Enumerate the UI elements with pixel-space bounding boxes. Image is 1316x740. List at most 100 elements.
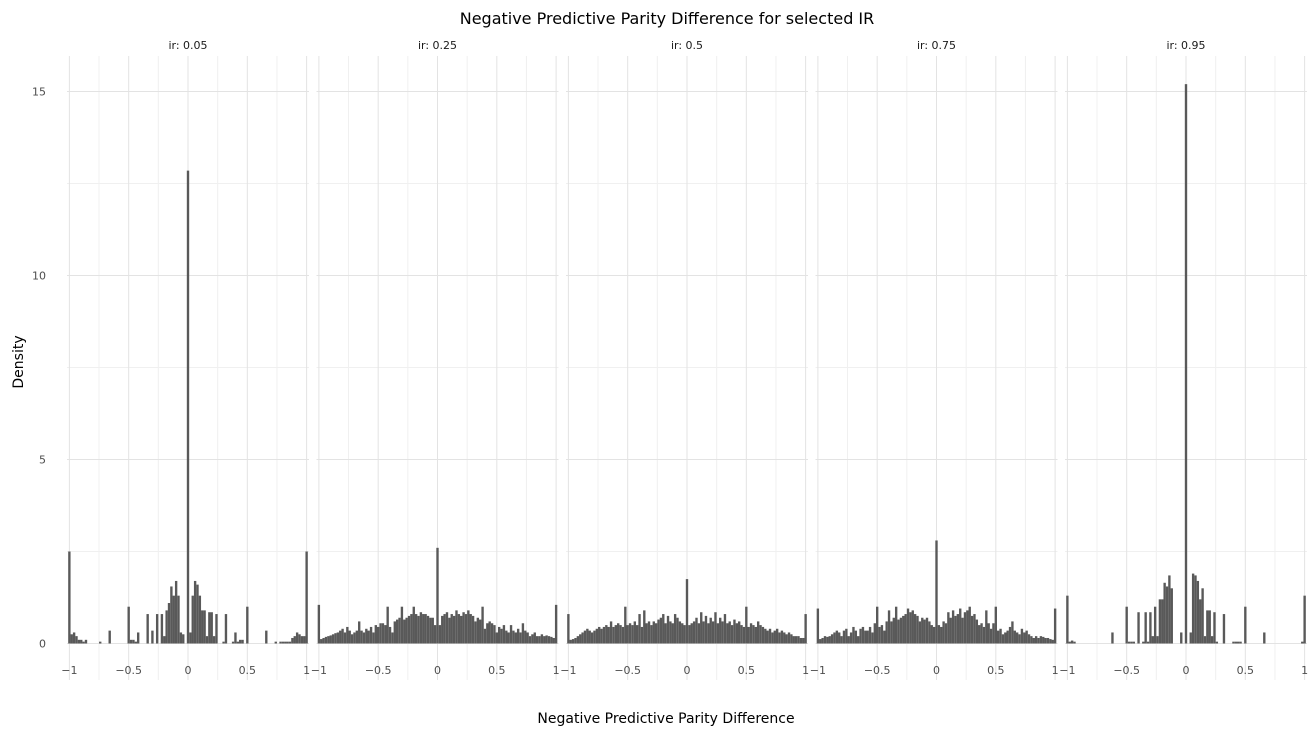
histogram-bar	[165, 610, 168, 644]
y-tick-label: 10	[32, 270, 46, 283]
x-tick-label: 0.5	[738, 664, 756, 677]
histogram-bar	[935, 540, 938, 644]
histogram-bar	[498, 626, 501, 644]
histogram-bar	[334, 633, 337, 644]
histogram-bar	[764, 628, 767, 644]
histogram-bar	[1132, 641, 1135, 644]
histogram-bar	[719, 617, 722, 644]
histogram-bar	[1156, 636, 1159, 644]
x-tick-label: 1	[553, 664, 560, 677]
histogram-bar	[985, 610, 988, 644]
histogram-bar	[643, 610, 646, 644]
histogram-bar	[857, 636, 860, 644]
histogram-bar	[624, 606, 627, 644]
histogram-bar	[293, 636, 296, 644]
x-tick-label: 1	[1301, 664, 1308, 677]
histogram-bar	[1146, 641, 1150, 644]
histogram-bar	[514, 632, 517, 644]
histogram-bar	[386, 606, 389, 644]
x-tick-label: 1	[1052, 664, 1059, 677]
histogram-bar	[1234, 641, 1238, 644]
histogram-bar	[947, 612, 950, 644]
histogram-bar	[768, 628, 772, 644]
histogram-bar	[923, 619, 926, 644]
x-tick-label: 0.5	[239, 664, 257, 677]
histogram-bar	[579, 634, 582, 644]
histogram-bar	[847, 636, 850, 644]
histogram-bar	[1032, 637, 1035, 644]
histogram-bar	[1208, 610, 1211, 644]
histogram-bar	[320, 639, 323, 644]
histogram-bar	[866, 630, 869, 644]
histogram-bar	[174, 580, 178, 644]
histogram-bar	[1001, 634, 1005, 644]
histogram-bar	[1018, 634, 1021, 644]
histogram-bar	[303, 636, 306, 644]
histogram-bar	[436, 547, 439, 644]
histogram-bar	[77, 639, 81, 644]
histogram-bar	[1303, 595, 1306, 644]
histogram-bar	[410, 614, 413, 644]
histogram-bar	[407, 615, 411, 644]
x-tick-label: −0.5	[1113, 664, 1140, 677]
histogram-bar	[928, 621, 931, 644]
histogram-bar	[1008, 626, 1012, 644]
histogram-bar	[70, 634, 73, 644]
histogram-bar	[322, 637, 325, 644]
histogram-bar	[1049, 639, 1052, 644]
histogram-bar	[1163, 582, 1166, 644]
histogram-bar	[1142, 641, 1145, 644]
histogram-bar	[1213, 612, 1216, 644]
histogram-bar	[531, 634, 534, 644]
histogram-bar	[1180, 632, 1183, 644]
histogram-bar	[455, 610, 458, 644]
histogram-bar	[902, 615, 905, 644]
histogram-bar	[1184, 84, 1188, 644]
histogram-bar	[838, 632, 841, 644]
histogram-bar	[1006, 630, 1009, 644]
histogram-bar	[823, 636, 827, 644]
histogram-bar	[830, 634, 834, 644]
histogram-bar	[700, 612, 703, 644]
histogram-bar	[854, 630, 858, 644]
y-tick-label: 0	[39, 638, 46, 651]
histogram-bar	[84, 639, 88, 644]
histogram-bar	[1068, 641, 1071, 644]
histogram-bar	[234, 632, 237, 644]
histogram-bar	[358, 621, 361, 644]
histogram-bar	[657, 619, 660, 644]
histogram-bar	[581, 632, 584, 644]
histogram-bar	[182, 634, 185, 644]
histogram-bar	[372, 632, 375, 644]
histogram-bar	[1053, 608, 1057, 644]
histogram-bar	[754, 626, 757, 644]
histogram-bar	[1125, 606, 1128, 644]
histogram-bar	[799, 637, 803, 644]
histogram-bar	[883, 630, 886, 644]
histogram-bar	[612, 626, 615, 644]
facet-panel: ir: 0.5 −1 −0.5 0 0.5 1	[560, 39, 809, 680]
facet-strip-label: ir: 0.95	[1166, 39, 1205, 52]
histogram-bar	[1194, 575, 1197, 644]
histogram-bar	[1153, 606, 1157, 644]
histogram-bar	[521, 623, 525, 644]
histogram-bar	[481, 606, 484, 644]
histogram-bar	[341, 628, 344, 644]
histogram-bar	[645, 623, 648, 644]
histogram-bar	[944, 623, 948, 644]
histogram-bar	[1201, 588, 1204, 644]
histogram-bar	[1199, 599, 1202, 644]
histogram-bar	[72, 632, 76, 644]
y-tick-label: 15	[32, 86, 46, 99]
histogram-bar	[598, 626, 601, 644]
x-tick-label: 0.5	[987, 664, 1005, 677]
histogram-bar	[151, 630, 154, 644]
histogram-bar	[1206, 610, 1209, 644]
histogram-bar	[193, 580, 197, 644]
histogram-bar	[286, 641, 289, 644]
histogram-bar	[360, 630, 363, 644]
x-tick-label: 0.5	[1237, 664, 1255, 677]
histogram-bar	[909, 612, 912, 644]
histogram-bar	[405, 617, 408, 644]
histogram-bar	[892, 617, 895, 644]
